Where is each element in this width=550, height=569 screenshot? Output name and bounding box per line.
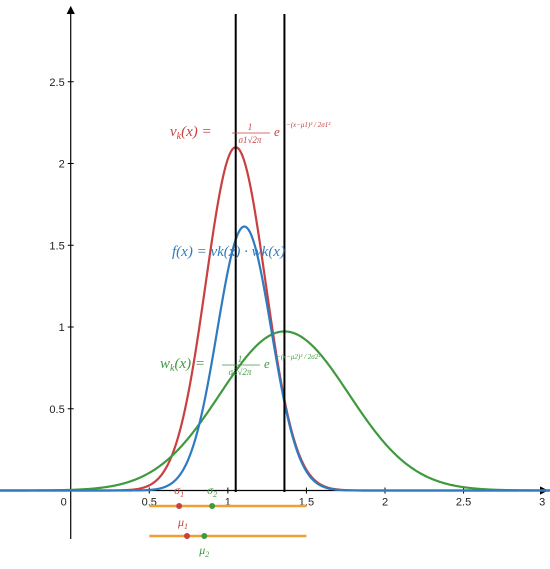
slider-label-sigma-2: σ2 xyxy=(207,483,217,499)
series-line-w xyxy=(0,330,550,492)
series-line-v xyxy=(0,146,550,492)
w_formula-lhs: wk(x) = xyxy=(160,356,205,374)
y-tick-label: 1 xyxy=(59,322,65,334)
x-tick-label: 1 xyxy=(225,497,231,509)
vertical-lines xyxy=(234,14,286,492)
v_formula-exponent: −(x−μ1)² / 2σ1² xyxy=(286,121,331,129)
slider-label-mu-2: μ2 xyxy=(198,543,209,559)
x-tick-label: 2 xyxy=(382,497,388,509)
w_formula-numerator: 1 xyxy=(238,354,243,364)
y-tick-label: 0.5 xyxy=(49,404,64,416)
y-tick-label: 2 xyxy=(59,159,65,171)
v_formula-lhs: vk(x) = xyxy=(170,124,212,142)
slider-handle-sigma-1[interactable] xyxy=(176,503,183,509)
v_formula-exp-base: e xyxy=(274,124,280,139)
slider-label-sigma-1: σ1 xyxy=(174,483,184,499)
v_formula-numerator: 1 xyxy=(248,122,253,132)
sliders[interactable]: σ1 σ2 μ1 μ2 xyxy=(149,483,307,559)
x-tick-label: 2.5 xyxy=(456,497,471,509)
w_formula-exp-base: e xyxy=(264,356,270,371)
w_formula-exponent: −(x−μ2)² / 2σ2² xyxy=(276,353,321,361)
origin-label: 0 xyxy=(61,497,67,509)
series-line-f xyxy=(0,225,550,492)
y-tick-label: 1.5 xyxy=(49,240,64,252)
slider-handle-sigma-2[interactable] xyxy=(209,503,216,509)
v_formula-denominator: σ1√2π xyxy=(239,135,262,145)
w_formula-denominator: σ2√2π xyxy=(229,367,252,377)
axes: 0.5 1 1.5 2 2.5 30.511.522.50 xyxy=(0,5,549,539)
y-tick-label: 2.5 xyxy=(49,77,64,89)
f_formula: f(x) = vk(x) · wk(x) xyxy=(172,244,285,260)
slider-handle-mu-2[interactable] xyxy=(201,533,208,539)
annotations: vk(x) = 1 σ1√2π e −(x−μ1)² / 2σ1² wk(x) = 1 σ2√… xyxy=(160,121,331,377)
series-layer xyxy=(0,146,550,492)
w_formula: wk(x) = 1 σ2√2π e −(x−μ2)² / 2σ2² xyxy=(160,353,321,377)
v_formula: vk(x) = 1 σ1√2π e −(x−μ1)² / 2σ1² xyxy=(170,121,331,145)
x-tick-label: 3 xyxy=(539,497,545,509)
slider-handle-mu-1[interactable] xyxy=(184,533,190,539)
slider-label-mu-1: μ1 xyxy=(177,515,188,531)
